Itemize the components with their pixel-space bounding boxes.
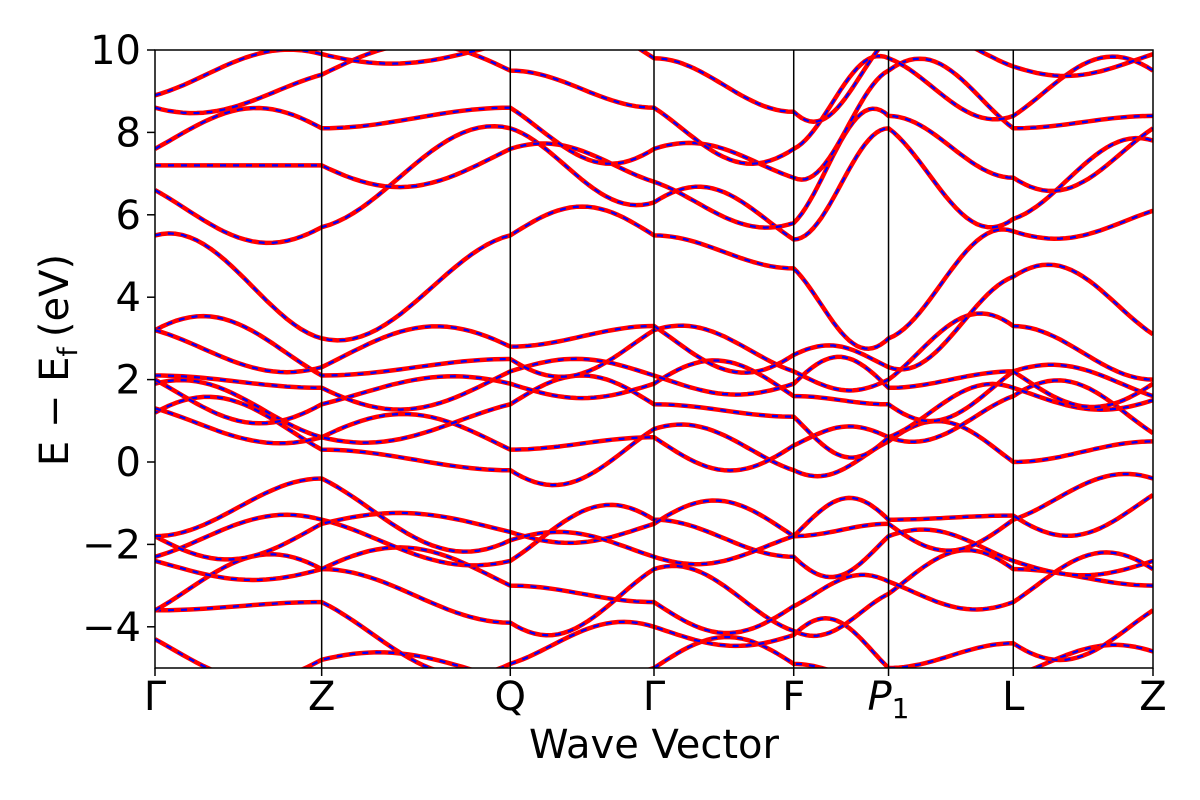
x-tick-label: Γ [144, 674, 167, 720]
band-line-blue-dashed [155, 359, 1153, 425]
band-line-blue-dashed [155, 263, 1153, 374]
y-tick-label: 6 [116, 193, 141, 239]
x-tick-label: L [1002, 674, 1025, 720]
x-tick-label-main: Q [495, 674, 526, 720]
x-tick-label-main: P [868, 674, 893, 720]
band-line-red [155, 547, 1153, 639]
band-line-blue-dashed [155, 312, 1153, 392]
band-line-blue-dashed [155, 125, 1153, 245]
x-tick-label-main: L [1002, 674, 1025, 720]
band-line-blue-dashed [155, 636, 1153, 668]
band-line-red [155, 378, 1153, 473]
band-line-blue-dashed [155, 374, 1153, 459]
x-tick-label-main: Z [308, 674, 335, 720]
x-tick-label-subscript: 1 [892, 692, 910, 725]
y-axis-label: E − Ef (eV) [32, 254, 84, 466]
x-axis: Γ Z Q Γ F P1 L Z [144, 668, 1167, 725]
band-line-blue-dashed [155, 107, 1153, 229]
y-tick-label: 0 [116, 440, 141, 486]
band-line-blue-dashed [155, 50, 1153, 123]
band-line-red [155, 394, 1153, 488]
y-tick-label: −4 [82, 605, 141, 651]
y-axis: 10 8 6 4 2 0 −2 −4 [82, 28, 155, 651]
x-tick-label-main: Γ [643, 674, 666, 720]
band-line-blue-dashed [155, 472, 1153, 561]
y-tick-label: −2 [82, 522, 141, 568]
y-tick-label: 2 [116, 358, 141, 404]
band-line-red [155, 545, 1153, 636]
y-axis-label-subscript: f [53, 346, 84, 357]
band-line-blue-dashed [155, 57, 1153, 181]
x-tick-label: P1 [868, 674, 910, 725]
x-tick-label: Γ [643, 674, 666, 720]
y-tick-label: 10 [90, 28, 141, 74]
x-tick-label: Z [308, 674, 335, 720]
band-line-blue-dashed [155, 205, 1153, 350]
band-line-blue-dashed [155, 477, 1153, 566]
x-axis-label: Wave Vector [529, 722, 780, 768]
band-line-red [155, 502, 1153, 580]
y-tick-label: 8 [116, 110, 141, 156]
x-tick-label: F [782, 674, 805, 720]
y-tick-label: 4 [116, 275, 141, 321]
band-line-blue-dashed [155, 601, 1153, 668]
x-tick-label-main: Z [1139, 674, 1166, 720]
x-tick-label-main: F [782, 674, 805, 720]
x-tick-label-main: Γ [144, 674, 167, 720]
band-line-blue-dashed [155, 355, 1153, 411]
y-axis-label-main: E − E [32, 357, 78, 467]
x-tick-label: Z [1139, 674, 1166, 720]
bands-layer [155, 50, 1153, 668]
x-tick-label: Q [495, 674, 526, 720]
kpoint-divider-lines [320, 50, 1015, 668]
y-axis-label-unit: (eV) [32, 254, 78, 337]
